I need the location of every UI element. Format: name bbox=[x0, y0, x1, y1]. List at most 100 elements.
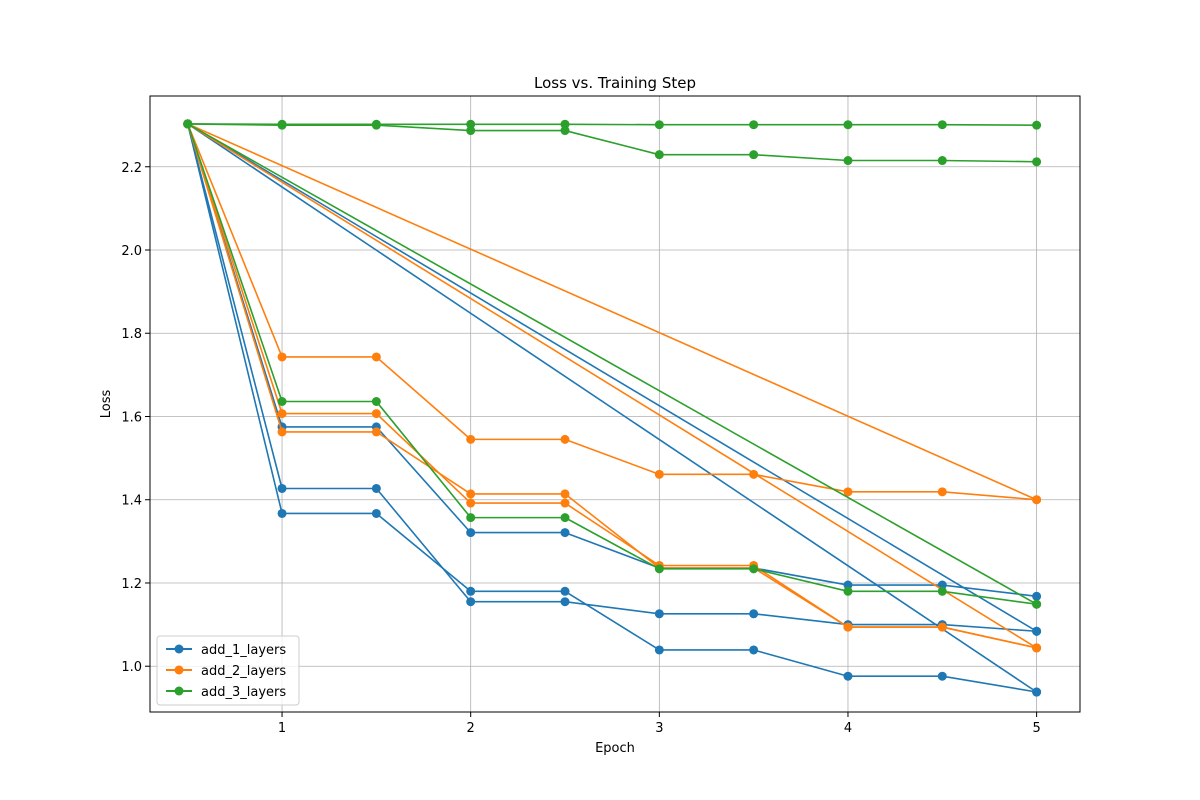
y-tick-label: 1.2 bbox=[121, 577, 142, 592]
y-tick-label: 1.8 bbox=[121, 327, 142, 342]
data-point-add-1-layers bbox=[1032, 591, 1042, 601]
y-tick-label: 2.0 bbox=[121, 244, 142, 259]
data-point-add-2-layers bbox=[560, 434, 570, 444]
data-point-add-2-layers bbox=[1032, 495, 1042, 505]
legend-label-add-1-layers: add_1_layers bbox=[201, 643, 286, 658]
data-point-add-3-layers bbox=[1032, 120, 1042, 130]
data-point-add-3-layers bbox=[937, 156, 947, 166]
data-point-add-1-layers bbox=[749, 609, 759, 619]
series-line-add-2-layers bbox=[186, 123, 1037, 649]
data-point-add-3-layers bbox=[277, 397, 287, 407]
x-tick-label: 2 bbox=[467, 721, 475, 736]
data-point-add-2-layers bbox=[466, 434, 476, 444]
series-line-add-1-layers bbox=[186, 123, 1037, 693]
series-line-add-2-layers bbox=[187, 123, 1038, 649]
legend: add_1_layers add_2_layers add_3_layers bbox=[156, 635, 300, 706]
legend-box bbox=[156, 635, 300, 706]
series-group bbox=[183, 119, 1042, 697]
data-point-add-3-layers bbox=[843, 156, 853, 166]
y-tick-label: 1.4 bbox=[121, 494, 142, 509]
series-line-add-3-layers bbox=[187, 123, 1037, 126]
series-line-add-2-layers bbox=[186, 123, 1037, 501]
data-point-add-3-layers bbox=[937, 586, 947, 596]
data-point-add-1-layers bbox=[371, 483, 381, 493]
data-point-add-2-layers bbox=[277, 409, 287, 419]
data-point-add-1-layers bbox=[277, 508, 287, 518]
data-point-add-2-layers bbox=[371, 409, 381, 419]
x-axis-ticks: 1 2 3 4 5 bbox=[278, 712, 1041, 736]
data-point-add-1-layers bbox=[654, 645, 664, 655]
data-point-add-2-layers bbox=[937, 487, 947, 497]
data-point-add-1-layers bbox=[1032, 687, 1042, 697]
legend-marker-add-3-layers bbox=[174, 686, 184, 696]
chart-title: Loss vs. Training Step bbox=[534, 74, 696, 92]
data-point-add-3-layers bbox=[466, 126, 476, 136]
data-point-add-1-layers bbox=[560, 597, 570, 607]
data-point-add-3-layers bbox=[749, 120, 759, 130]
legend-entry-add-2-layers: add_2_layers bbox=[166, 664, 286, 679]
data-point-add-3-layers bbox=[1032, 157, 1042, 167]
series-line-add-3-layers bbox=[186, 123, 1037, 605]
series-line-add-1-layers bbox=[187, 123, 1038, 693]
series-line-add-1-layers bbox=[187, 123, 1038, 632]
data-point-add-1-layers bbox=[371, 508, 381, 518]
data-point-add-3-layers bbox=[1032, 599, 1042, 609]
data-point-add-2-layers bbox=[371, 352, 381, 362]
plot-area bbox=[150, 96, 1080, 712]
data-point-add-3-layers bbox=[843, 120, 853, 130]
data-point-add-3-layers bbox=[466, 119, 476, 129]
data-point-add-2-layers bbox=[466, 489, 476, 499]
x-tick-label: 3 bbox=[655, 721, 663, 736]
data-point-add-1-layers bbox=[1032, 626, 1042, 636]
data-point-add-3-layers bbox=[654, 564, 664, 574]
legend-entry-add-3-layers: add_3_layers bbox=[166, 685, 286, 700]
data-point-add-1-layers bbox=[560, 528, 570, 538]
y-tick-label: 2.2 bbox=[121, 161, 142, 176]
data-point-add-1-layers bbox=[466, 586, 476, 596]
data-point-add-2-layers bbox=[1032, 643, 1042, 653]
data-point-add-3-layers bbox=[654, 150, 664, 160]
legend-label-add-2-layers: add_2_layers bbox=[201, 664, 286, 679]
data-point-add-3-layers bbox=[371, 120, 381, 130]
data-point-add-3-layers bbox=[749, 564, 759, 574]
data-point-add-1-layers bbox=[843, 671, 853, 681]
data-point-add-3-layers bbox=[560, 513, 570, 523]
series-line-add-3-layers bbox=[187, 123, 1037, 163]
data-point-add-2-layers bbox=[654, 469, 664, 479]
data-point-add-1-layers bbox=[654, 609, 664, 619]
data-point-add-3-layers bbox=[654, 120, 664, 130]
data-point-add-2-layers bbox=[371, 427, 381, 437]
y-tick-label: 1.6 bbox=[121, 410, 142, 425]
data-point-add-3-layers bbox=[843, 586, 853, 596]
series-line-add-1-layers bbox=[186, 123, 1037, 633]
series-add-3-layers bbox=[183, 119, 1042, 167]
legend-label-add-3-layers: add_3_layers bbox=[201, 685, 286, 700]
data-point-add-3-layers bbox=[466, 513, 476, 523]
data-point-add-3-layers bbox=[560, 126, 570, 136]
data-point-add-3-layers bbox=[183, 119, 193, 129]
data-point-add-1-layers bbox=[749, 645, 759, 655]
data-point-add-2-layers bbox=[843, 622, 853, 632]
grid bbox=[150, 96, 1080, 712]
plot-frame bbox=[149, 95, 1081, 713]
data-point-add-1-layers bbox=[466, 528, 476, 538]
legend-marker-add-2-layers bbox=[174, 665, 184, 675]
data-point-add-1-layers bbox=[937, 580, 947, 590]
data-point-add-2-layers bbox=[277, 352, 287, 362]
legend-entry-add-1-layers: add_1_layers bbox=[166, 643, 286, 658]
data-point-add-1-layers bbox=[277, 483, 287, 493]
x-tick-label: 5 bbox=[1032, 721, 1040, 736]
x-tick-label: 4 bbox=[844, 721, 852, 736]
series-line-add-3-layers bbox=[187, 123, 1038, 605]
data-point-add-1-layers bbox=[560, 586, 570, 596]
data-point-add-1-layers bbox=[843, 580, 853, 590]
data-point-add-2-layers bbox=[560, 498, 570, 508]
y-axis-ticks: 1.0 1.2 1.4 1.6 1.8 2.0 2.2 bbox=[121, 161, 150, 675]
x-axis-label: Epoch bbox=[595, 741, 635, 756]
data-point-add-2-layers bbox=[937, 622, 947, 632]
y-tick-label: 1.0 bbox=[121, 660, 142, 675]
y-axis-label: Loss bbox=[99, 390, 114, 419]
data-point-add-2-layers bbox=[843, 487, 853, 497]
data-point-add-2-layers bbox=[277, 427, 287, 437]
data-point-add-1-layers bbox=[937, 671, 947, 681]
